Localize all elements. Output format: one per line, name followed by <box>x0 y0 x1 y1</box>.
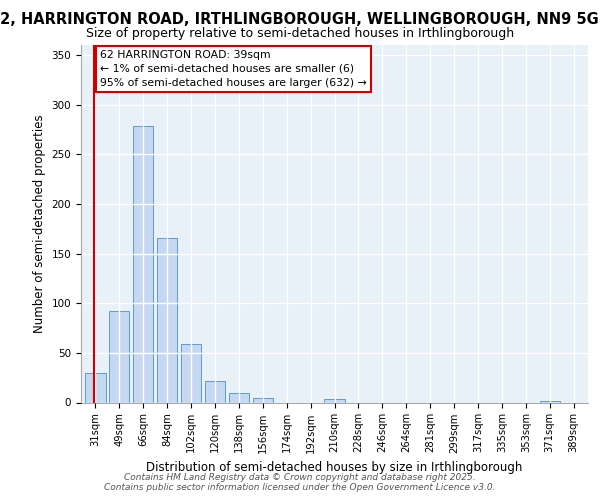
Bar <box>133 126 154 402</box>
Bar <box>157 238 177 402</box>
Bar <box>229 392 249 402</box>
X-axis label: Distribution of semi-detached houses by size in Irthlingborough: Distribution of semi-detached houses by … <box>146 461 523 474</box>
Text: Size of property relative to semi-detached houses in Irthlingborough: Size of property relative to semi-detach… <box>86 28 514 40</box>
Text: 62, HARRINGTON ROAD, IRTHLINGBOROUGH, WELLINGBOROUGH, NN9 5GP: 62, HARRINGTON ROAD, IRTHLINGBOROUGH, WE… <box>0 12 600 28</box>
Bar <box>325 398 344 402</box>
Bar <box>539 400 560 402</box>
Text: 62 HARRINGTON ROAD: 39sqm
← 1% of semi-detached houses are smaller (6)
95% of se: 62 HARRINGTON ROAD: 39sqm ← 1% of semi-d… <box>100 50 367 88</box>
Bar <box>181 344 201 403</box>
Bar <box>109 311 130 402</box>
Text: Contains HM Land Registry data © Crown copyright and database right 2025.
Contai: Contains HM Land Registry data © Crown c… <box>104 473 496 492</box>
Y-axis label: Number of semi-detached properties: Number of semi-detached properties <box>33 114 46 333</box>
Bar <box>253 398 273 402</box>
Bar <box>85 372 106 402</box>
Bar <box>205 380 225 402</box>
